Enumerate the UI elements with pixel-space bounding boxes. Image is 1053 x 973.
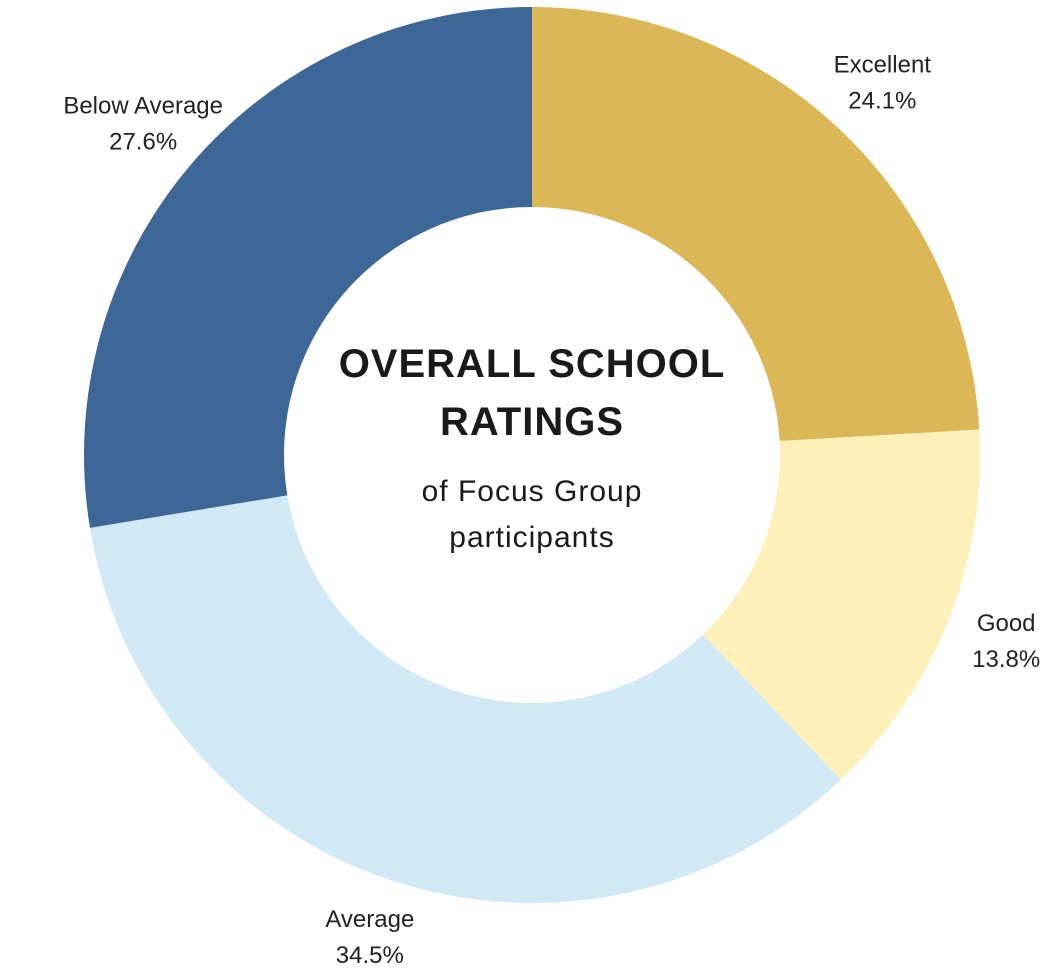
slice-value-label: 13.8% (972, 646, 1040, 673)
donut-slice (89, 495, 841, 903)
donut-slice (83, 7, 533, 528)
slice-label: Below Average (63, 92, 223, 119)
slice-value-label: 34.5% (336, 942, 404, 969)
donut-slice (532, 7, 980, 441)
donut-slice (702, 429, 980, 780)
slice-label: Average (325, 906, 414, 933)
slice-value-label: 27.6% (109, 128, 177, 155)
slice-label: Good (977, 610, 1036, 637)
center-label: OVERALL SCHOOL RATINGS of Focus Group pa… (282, 335, 782, 561)
chart-title: OVERALL SCHOOL RATINGS (338, 342, 726, 444)
chart-subtitle: of Focus Group participants (421, 475, 643, 554)
slice-label: Excellent (834, 52, 932, 79)
slice-value-label: 24.1% (848, 88, 916, 115)
